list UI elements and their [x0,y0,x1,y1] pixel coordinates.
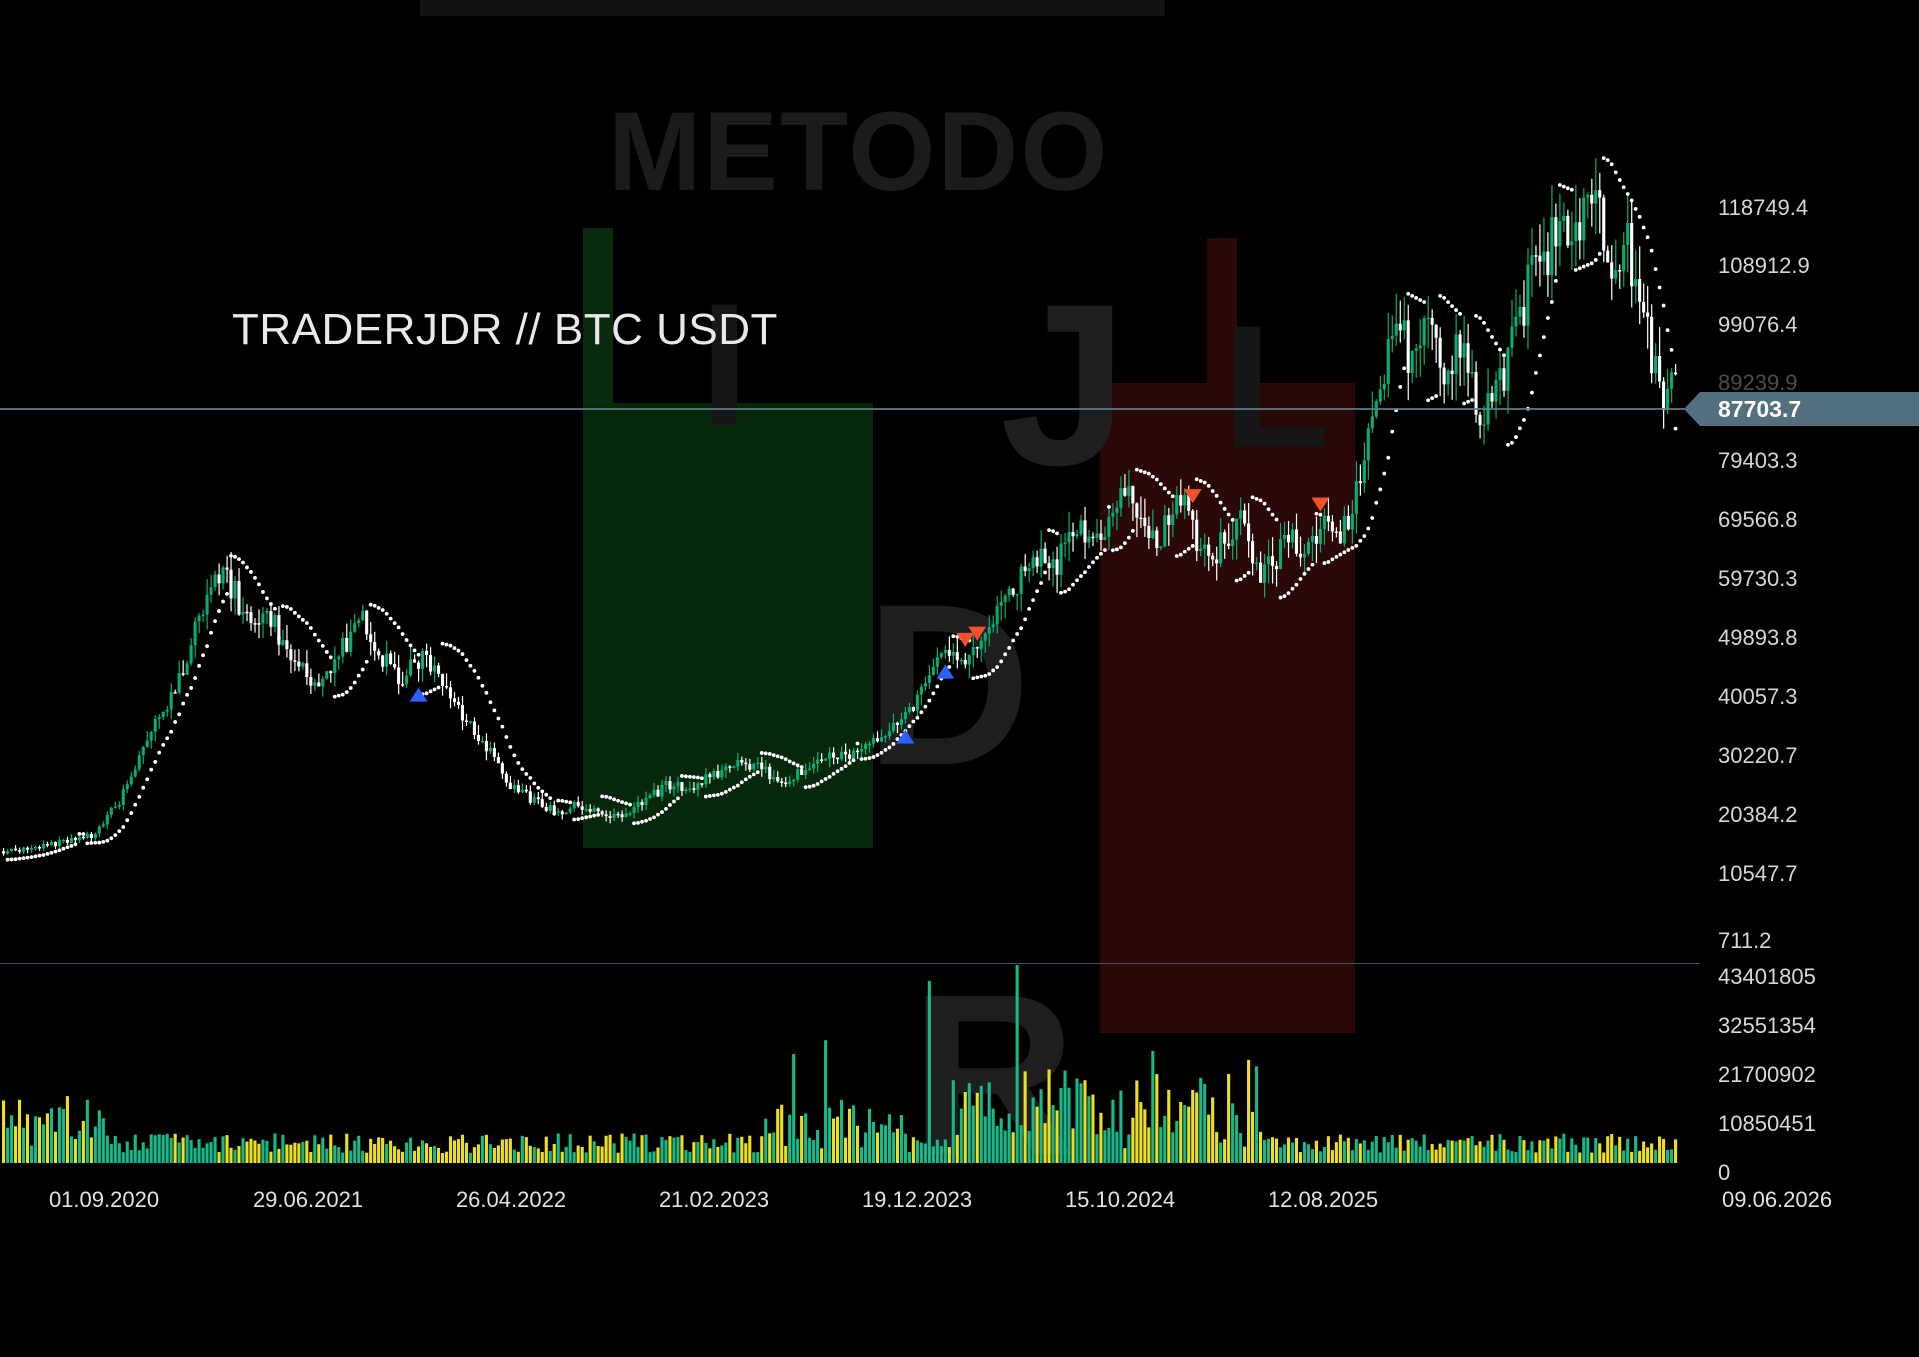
current-price-value: 87703.7 [1718,395,1802,422]
y-tick: 89239.9 [1718,370,1798,395]
letter-watermark-i: I [700,268,749,463]
vol-tick: 10850451 [1718,1111,1816,1136]
x-tick: 01.09.2020 [48,1187,160,1212]
y-tick: 79403.3 [1718,448,1798,473]
trade-signal-markers [409,489,1330,744]
y-tick: 40057.3 [1718,684,1798,709]
current-price-line [0,408,1700,410]
price-series-canvas [2,156,1678,862]
x-tick: 12.08.2025 [1267,1187,1379,1212]
x-tick: 19.12.2023 [861,1187,973,1212]
parabolic-sar-series [5,156,1678,862]
y-tick: 10547.7 [1718,861,1798,886]
y-tick: 99076.4 [1718,312,1798,337]
x-tick: 15.10.2024 [1064,1187,1176,1212]
chart-plot-area[interactable] [0,0,1700,1357]
vol-tick: 32551354 [1718,1013,1816,1038]
y-tick: 108912.9 [1718,253,1810,278]
y-tick: 20384.2 [1718,802,1798,827]
letter-watermark-l: L [1223,290,1330,485]
y-tick: 711.2 [1718,928,1772,953]
brand-watermark: METODO [608,89,1110,214]
y-tick: 30220.7 [1718,743,1798,768]
volume-axis[interactable]: 43401805 32551354 21700902 10850451 0 [1700,0,1919,1357]
x-tick: 26.04.2022 [455,1187,567,1212]
volume-series-canvas [2,965,1678,1163]
x-tick: 09.06.2026 [1722,1187,1833,1212]
price-axis[interactable]: 118749.4 108912.9 99076.4 89239.9 79403.… [1684,0,1919,1357]
vol-tick: 0 [1718,1160,1731,1185]
volume-baseline [0,963,1700,964]
y-tick: 59730.3 [1718,566,1798,591]
candlestick-series [2,158,1678,856]
y-tick: 49893.8 [1718,625,1798,650]
vol-tick: 43401805 [1718,964,1816,989]
page-title: TRADERJDR // BTC USDT [232,305,778,354]
vol-tick: 21700902 [1718,1062,1816,1087]
x-tick: 21.02.2023 [658,1187,770,1212]
x-tick: 29.06.2021 [252,1187,364,1212]
letter-watermark-j: J [1000,256,1128,513]
letter-watermark-d: D [865,556,1032,813]
time-axis[interactable]: 01.09.2020 29.06.2021 26.04.2022 21.02.2… [0,1187,1919,1237]
y-tick: 118749.4 [1718,195,1809,220]
volume-bars [2,965,1678,1163]
current-price-badge[interactable]: 87703.7 [1684,392,1919,426]
y-tick: 69566.8 [1718,507,1798,532]
top-overlay-band [420,0,1165,16]
